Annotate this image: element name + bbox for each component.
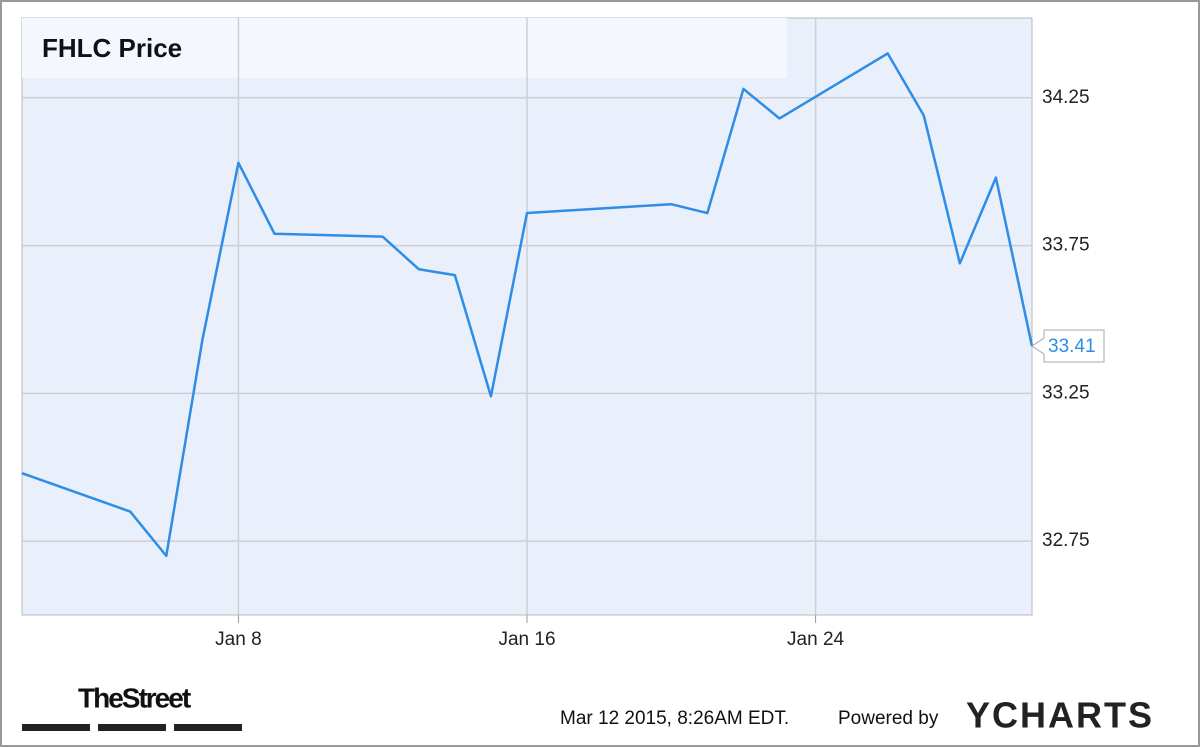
timestamp: Mar 12 2015, 8:26AM EDT. — [560, 708, 789, 729]
y-tick-label: 33.25 — [1042, 382, 1090, 403]
y-tick-label: 33.75 — [1042, 235, 1090, 256]
y-tick-label: 32.75 — [1042, 530, 1090, 551]
publisher-logo: TheStreet — [78, 682, 191, 713]
brand-logo: YCHARTS — [966, 695, 1154, 736]
x-tick-label: Jan 8 — [215, 629, 261, 650]
logo-bar — [22, 724, 90, 731]
powered-by: Powered by — [838, 708, 939, 729]
last-value-box — [1031, 329, 1105, 363]
chart-title: FHLC Price — [42, 33, 182, 63]
y-tick-label: 34.25 — [1042, 87, 1090, 108]
x-tick-label: Jan 16 — [498, 629, 555, 650]
logo-bar — [98, 724, 166, 731]
title-box — [22, 18, 787, 78]
logo-bar — [174, 724, 242, 731]
last-value-label: 33.41 — [1048, 336, 1096, 357]
x-tick-label: Jan 24 — [787, 629, 844, 650]
price-line — [21, 52, 1034, 558]
